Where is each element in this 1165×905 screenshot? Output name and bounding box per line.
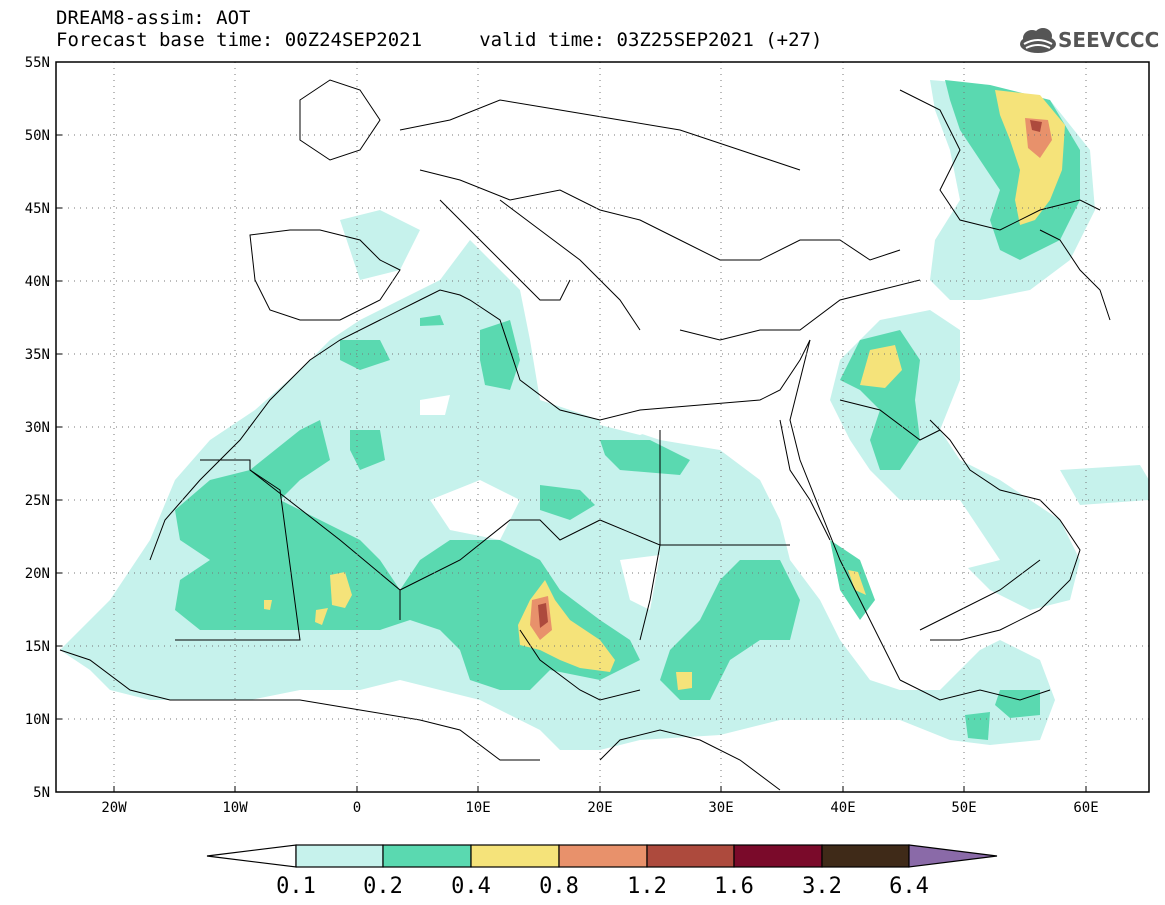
lat-label: 35N xyxy=(25,347,50,363)
aot-field xyxy=(60,80,1149,750)
aot-contour-low xyxy=(1060,465,1149,505)
colorbar-label: 0.4 xyxy=(451,874,491,899)
lat-label: 55N xyxy=(25,55,50,71)
colorbar-high-arrow xyxy=(908,844,998,868)
lon-label: 20E xyxy=(587,800,612,816)
lon-label: 0 xyxy=(353,800,361,816)
colorbar-swatch xyxy=(382,844,472,868)
colorbar-swatch xyxy=(558,844,648,868)
colorbar-label: 0.2 xyxy=(363,874,403,899)
aot-contour-high xyxy=(860,345,902,388)
lon-label: 10E xyxy=(465,800,490,816)
lon-label: 30E xyxy=(708,800,733,816)
aot-contour-mid xyxy=(540,485,595,520)
cloud-icon xyxy=(1020,28,1056,53)
lat-label: 5N xyxy=(33,785,50,801)
colorbar-swatch xyxy=(646,844,735,868)
lon-label: 50E xyxy=(951,800,976,816)
colorbar-label: 0.1 xyxy=(276,874,316,899)
map-title: DREAM8-assim: AOT xyxy=(56,7,251,29)
lat-labels: 55N 50N 45N 40N 35N 30N 25N 20N 15N 10N … xyxy=(25,55,50,801)
aot-contour-high xyxy=(676,672,692,690)
aot-contour-mid xyxy=(340,340,390,370)
aot-contour-high xyxy=(264,600,272,610)
lon-label: 60E xyxy=(1073,800,1098,816)
lat-label: 10N xyxy=(25,712,50,728)
coastlines xyxy=(59,79,1111,791)
lon-label: 10W xyxy=(222,800,248,816)
aot-contour-low xyxy=(340,210,420,280)
lon-label: 20W xyxy=(101,800,127,816)
colorbar-swatch xyxy=(733,844,823,868)
lat-label: 40N xyxy=(25,274,50,290)
lat-label: 50N xyxy=(25,128,50,144)
lat-label: 20N xyxy=(25,566,50,582)
logo-text: SEEVCCC xyxy=(1058,28,1160,52)
graticule xyxy=(56,62,1149,792)
aot-contour-high xyxy=(315,608,328,625)
seevccc-logo: SEEVCCC xyxy=(1018,26,1160,56)
colorbar-label: 0.8 xyxy=(539,874,579,899)
aot-contour-mid xyxy=(350,430,385,470)
colorbar-label: 3.2 xyxy=(802,874,842,899)
colorbar: 0.1 0.2 0.4 0.8 1.2 1.6 3.2 6.4 xyxy=(206,844,998,899)
lat-label: 45N xyxy=(25,201,50,217)
colorbar-label: 1.2 xyxy=(627,874,667,899)
ticks xyxy=(56,134,1087,792)
aot-contour-mid xyxy=(480,320,520,390)
forecast-time-line: Forecast base time: 00Z24SEP2021 valid t… xyxy=(56,29,823,51)
aot-contour-mid xyxy=(965,712,990,740)
colorbar-swatch xyxy=(295,844,384,868)
aot-contour-mid xyxy=(600,440,690,475)
aot-contour-peak xyxy=(1030,120,1042,132)
colorbar-low-arrow xyxy=(206,844,297,868)
colorbar-swatch xyxy=(821,844,910,868)
lon-labels: 20W 10W 0 10E 20E 30E 40E 50E 60E xyxy=(101,800,1098,816)
lat-label: 15N xyxy=(25,639,50,655)
colorbar-label: 1.6 xyxy=(714,874,754,899)
aot-contour-high xyxy=(848,570,866,595)
aot-contour-mid xyxy=(660,560,800,700)
aot-contour-high xyxy=(330,572,352,608)
lat-label: 30N xyxy=(25,420,50,436)
lat-label: 25N xyxy=(25,493,50,509)
aot-contour-peak xyxy=(538,603,548,628)
aot-contour-mid xyxy=(420,315,444,326)
colorbar-swatch xyxy=(470,844,560,868)
lon-label: 40E xyxy=(830,800,855,816)
colorbar-label: 6.4 xyxy=(889,874,929,899)
